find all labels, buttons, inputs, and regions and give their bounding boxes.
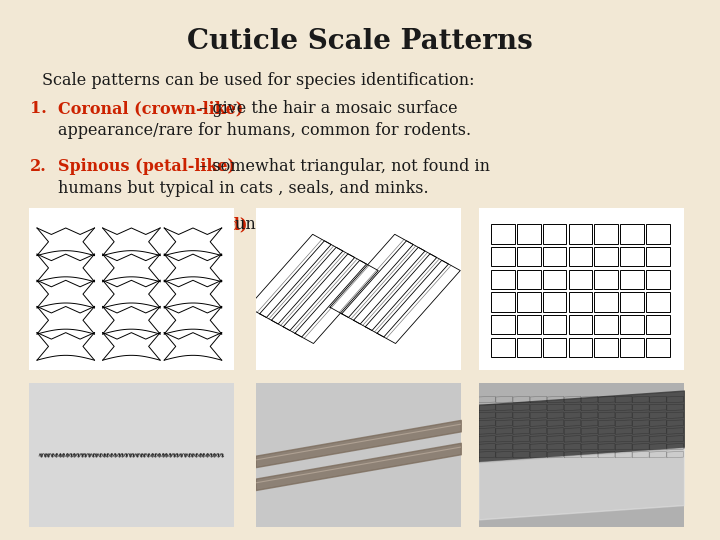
Text: animals.: animals. — [58, 238, 127, 255]
Bar — [594, 269, 618, 289]
Bar — [491, 315, 515, 334]
Bar — [517, 292, 541, 312]
Bar — [517, 224, 541, 244]
Bar — [646, 315, 670, 334]
Bar — [569, 269, 593, 289]
Bar — [646, 338, 670, 357]
Text: – somewhat triangular, not found in: – somewhat triangular, not found in — [194, 158, 490, 175]
Bar — [517, 315, 541, 334]
Bar — [491, 224, 515, 244]
Bar — [620, 338, 644, 357]
Text: Imbricate (flattened): Imbricate (flattened) — [58, 216, 248, 233]
Bar — [594, 224, 618, 244]
Bar — [491, 338, 515, 357]
Text: Spinous (petal-like): Spinous (petal-like) — [58, 158, 235, 175]
Text: – found in humans and other: – found in humans and other — [201, 216, 440, 233]
Bar — [620, 315, 644, 334]
Bar — [543, 224, 567, 244]
Text: 2.: 2. — [30, 158, 47, 175]
Bar — [569, 224, 593, 244]
Bar — [594, 247, 618, 266]
Bar — [517, 247, 541, 266]
Text: Scale patterns can be used for species identification:: Scale patterns can be used for species i… — [42, 72, 474, 89]
Bar — [594, 292, 618, 312]
Text: 1.: 1. — [30, 100, 47, 117]
Bar — [543, 292, 567, 312]
Bar — [491, 247, 515, 266]
Bar — [543, 269, 567, 289]
Bar — [569, 315, 593, 334]
Text: – give the hair a mosaic surface: – give the hair a mosaic surface — [194, 100, 458, 117]
Bar — [569, 292, 593, 312]
Bar — [620, 247, 644, 266]
Bar — [491, 269, 515, 289]
Bar — [594, 315, 618, 334]
Bar — [569, 247, 593, 266]
Bar — [620, 269, 644, 289]
Text: Coronal (crown-like): Coronal (crown-like) — [58, 100, 243, 117]
Text: appearance/rare for humans, common for rodents.: appearance/rare for humans, common for r… — [58, 122, 471, 139]
Bar — [646, 292, 670, 312]
Text: Cuticle Scale Patterns: Cuticle Scale Patterns — [187, 28, 533, 55]
Bar — [543, 247, 567, 266]
Text: 3.: 3. — [30, 216, 47, 233]
Bar — [491, 292, 515, 312]
Bar — [620, 292, 644, 312]
Bar — [620, 224, 644, 244]
Bar — [543, 315, 567, 334]
Bar — [646, 247, 670, 266]
Bar — [543, 338, 567, 357]
Bar — [594, 338, 618, 357]
Bar — [646, 224, 670, 244]
Bar — [569, 338, 593, 357]
Bar — [646, 269, 670, 289]
Bar — [517, 338, 541, 357]
Text: humans but typical in cats , seals, and minks.: humans but typical in cats , seals, and … — [58, 180, 428, 197]
Bar — [517, 269, 541, 289]
